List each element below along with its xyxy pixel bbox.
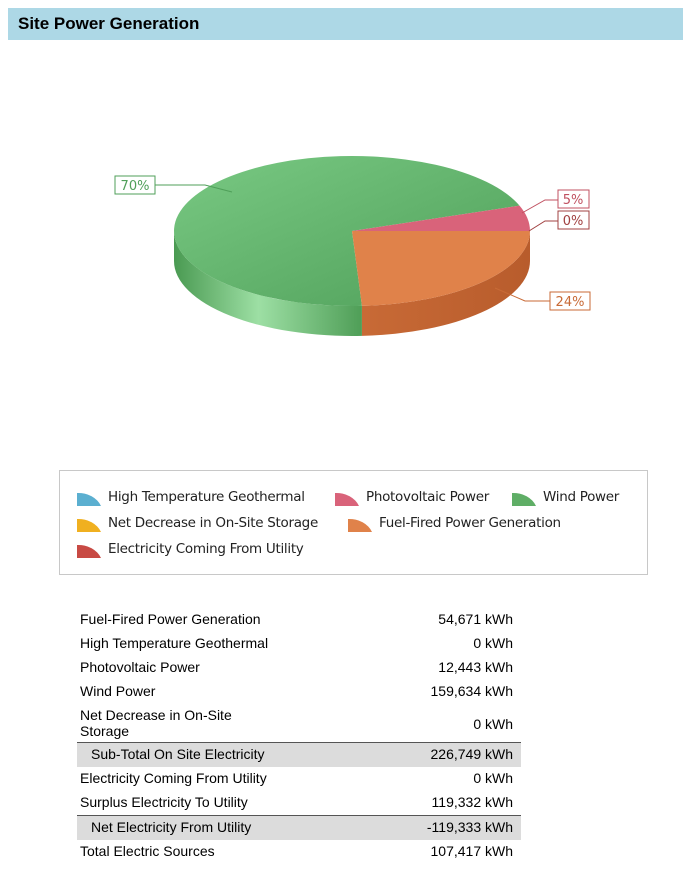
subtotal-row: Net Electricity From Utility -119,333 kWh: [77, 815, 521, 840]
electricity-summary-table: Fuel-Fired Power Generation 54,671 kWh Hi…: [77, 608, 521, 864]
label-storage-box: [557, 210, 590, 230]
row-value: 12,443 kWh: [438, 659, 513, 675]
section-title: Site Power Generation: [18, 14, 200, 33]
legend-swatch-icon: [77, 492, 101, 506]
row-label: Fuel-Fired Power Generation: [80, 611, 261, 627]
row-value: 54,671 kWh: [438, 611, 513, 627]
row-value: 226,749 kWh: [430, 746, 514, 762]
legend-swatch: [77, 544, 101, 558]
label-storage-leader: [528, 220, 558, 232]
subtotal-row: Sub-Total On Site Electricity 226,749 kWh: [77, 742, 521, 767]
chart-legend: High Temperature Geothermal Photovoltaic…: [59, 470, 648, 575]
row-label: Photovoltaic Power: [80, 659, 200, 675]
label-fuel: 24%: [556, 295, 585, 310]
table-row: Surplus Electricity To Utility 119,332 kW…: [77, 791, 521, 815]
row-value: -119,333 kWh: [426, 819, 513, 835]
slice-wind: [174, 156, 520, 306]
pie-chart: 70% 5% 0% 24%: [114, 156, 591, 336]
slice-photovoltaic: [352, 205, 530, 231]
row-label: Total Electric Sources: [80, 843, 215, 859]
slice-side-wind: [174, 231, 362, 336]
row-label: Net Decrease in On-Site Storage: [80, 707, 232, 739]
label-wind-leader: [155, 184, 233, 193]
legend-swatch: [348, 518, 372, 532]
label-wind-box: [114, 175, 156, 195]
legend-label: Wind Power: [543, 489, 620, 505]
legend-label: Net Decrease in On-Site Storage: [108, 515, 318, 531]
legend-label: Fuel-Fired Power Generation: [379, 515, 561, 531]
legend-label: Electricity Coming From Utility: [108, 541, 304, 557]
row-label: Sub-Total On Site Electricity: [91, 746, 265, 762]
section-header: Site Power Generation: [8, 8, 683, 40]
legend-swatch-icon: [512, 492, 536, 506]
row-label: Wind Power: [80, 683, 156, 699]
legend-swatch-icon: [77, 544, 101, 558]
legend-swatch-icon: [348, 518, 372, 532]
row-value: 0 kWh: [473, 716, 513, 732]
label-pv: 5%: [563, 193, 584, 208]
slice-side-fuel-fired: [361, 231, 530, 336]
legend-swatch: [335, 492, 359, 506]
table-row: Wind Power 159,634 kWh: [77, 680, 521, 704]
table-row: Total Electric Sources 107,417 kWh: [77, 840, 521, 864]
table-row: Electricity Coming From Utility 0 kWh: [77, 767, 521, 791]
row-value: 159,634 kWh: [430, 683, 514, 699]
row-value: 0 kWh: [473, 635, 513, 651]
legend-label: Photovoltaic Power: [366, 489, 489, 505]
row-label: Electricity Coming From Utility: [80, 770, 267, 786]
legend-swatch: [512, 492, 536, 506]
legend-label: High Temperature Geothermal: [108, 489, 305, 505]
label-storage: 0%: [563, 214, 584, 229]
row-value: 107,417 kWh: [430, 843, 514, 859]
row-label: High Temperature Geothermal: [80, 635, 269, 651]
legend-swatch: [77, 518, 101, 532]
legend-swatch-icon: [335, 492, 359, 506]
label-fuel-leader: [494, 287, 550, 302]
table-row: High Temperature Geothermal 0 kWh: [77, 632, 521, 656]
legend-swatch-icon: [77, 518, 101, 532]
row-value: 119,332 kWh: [431, 794, 513, 810]
label-pv-box: [557, 189, 590, 209]
table-row: Photovoltaic Power 12,443 kWh: [77, 656, 521, 680]
table-row: Net Decrease in On-Site Storage 0 kWh: [77, 704, 521, 742]
row-value: 0 kWh: [473, 770, 513, 786]
row-label: Net Electricity From Utility: [91, 819, 252, 835]
table-row: Fuel-Fired Power Generation 54,671 kWh: [77, 608, 521, 632]
legend-swatch: [77, 492, 101, 506]
label-wind: 70%: [121, 179, 150, 194]
slice-fuel-fired: [352, 231, 530, 306]
label-fuel-box: [549, 291, 591, 311]
row-label: Surplus Electricity To Utility: [80, 794, 248, 810]
label-pv-leader: [521, 199, 558, 214]
